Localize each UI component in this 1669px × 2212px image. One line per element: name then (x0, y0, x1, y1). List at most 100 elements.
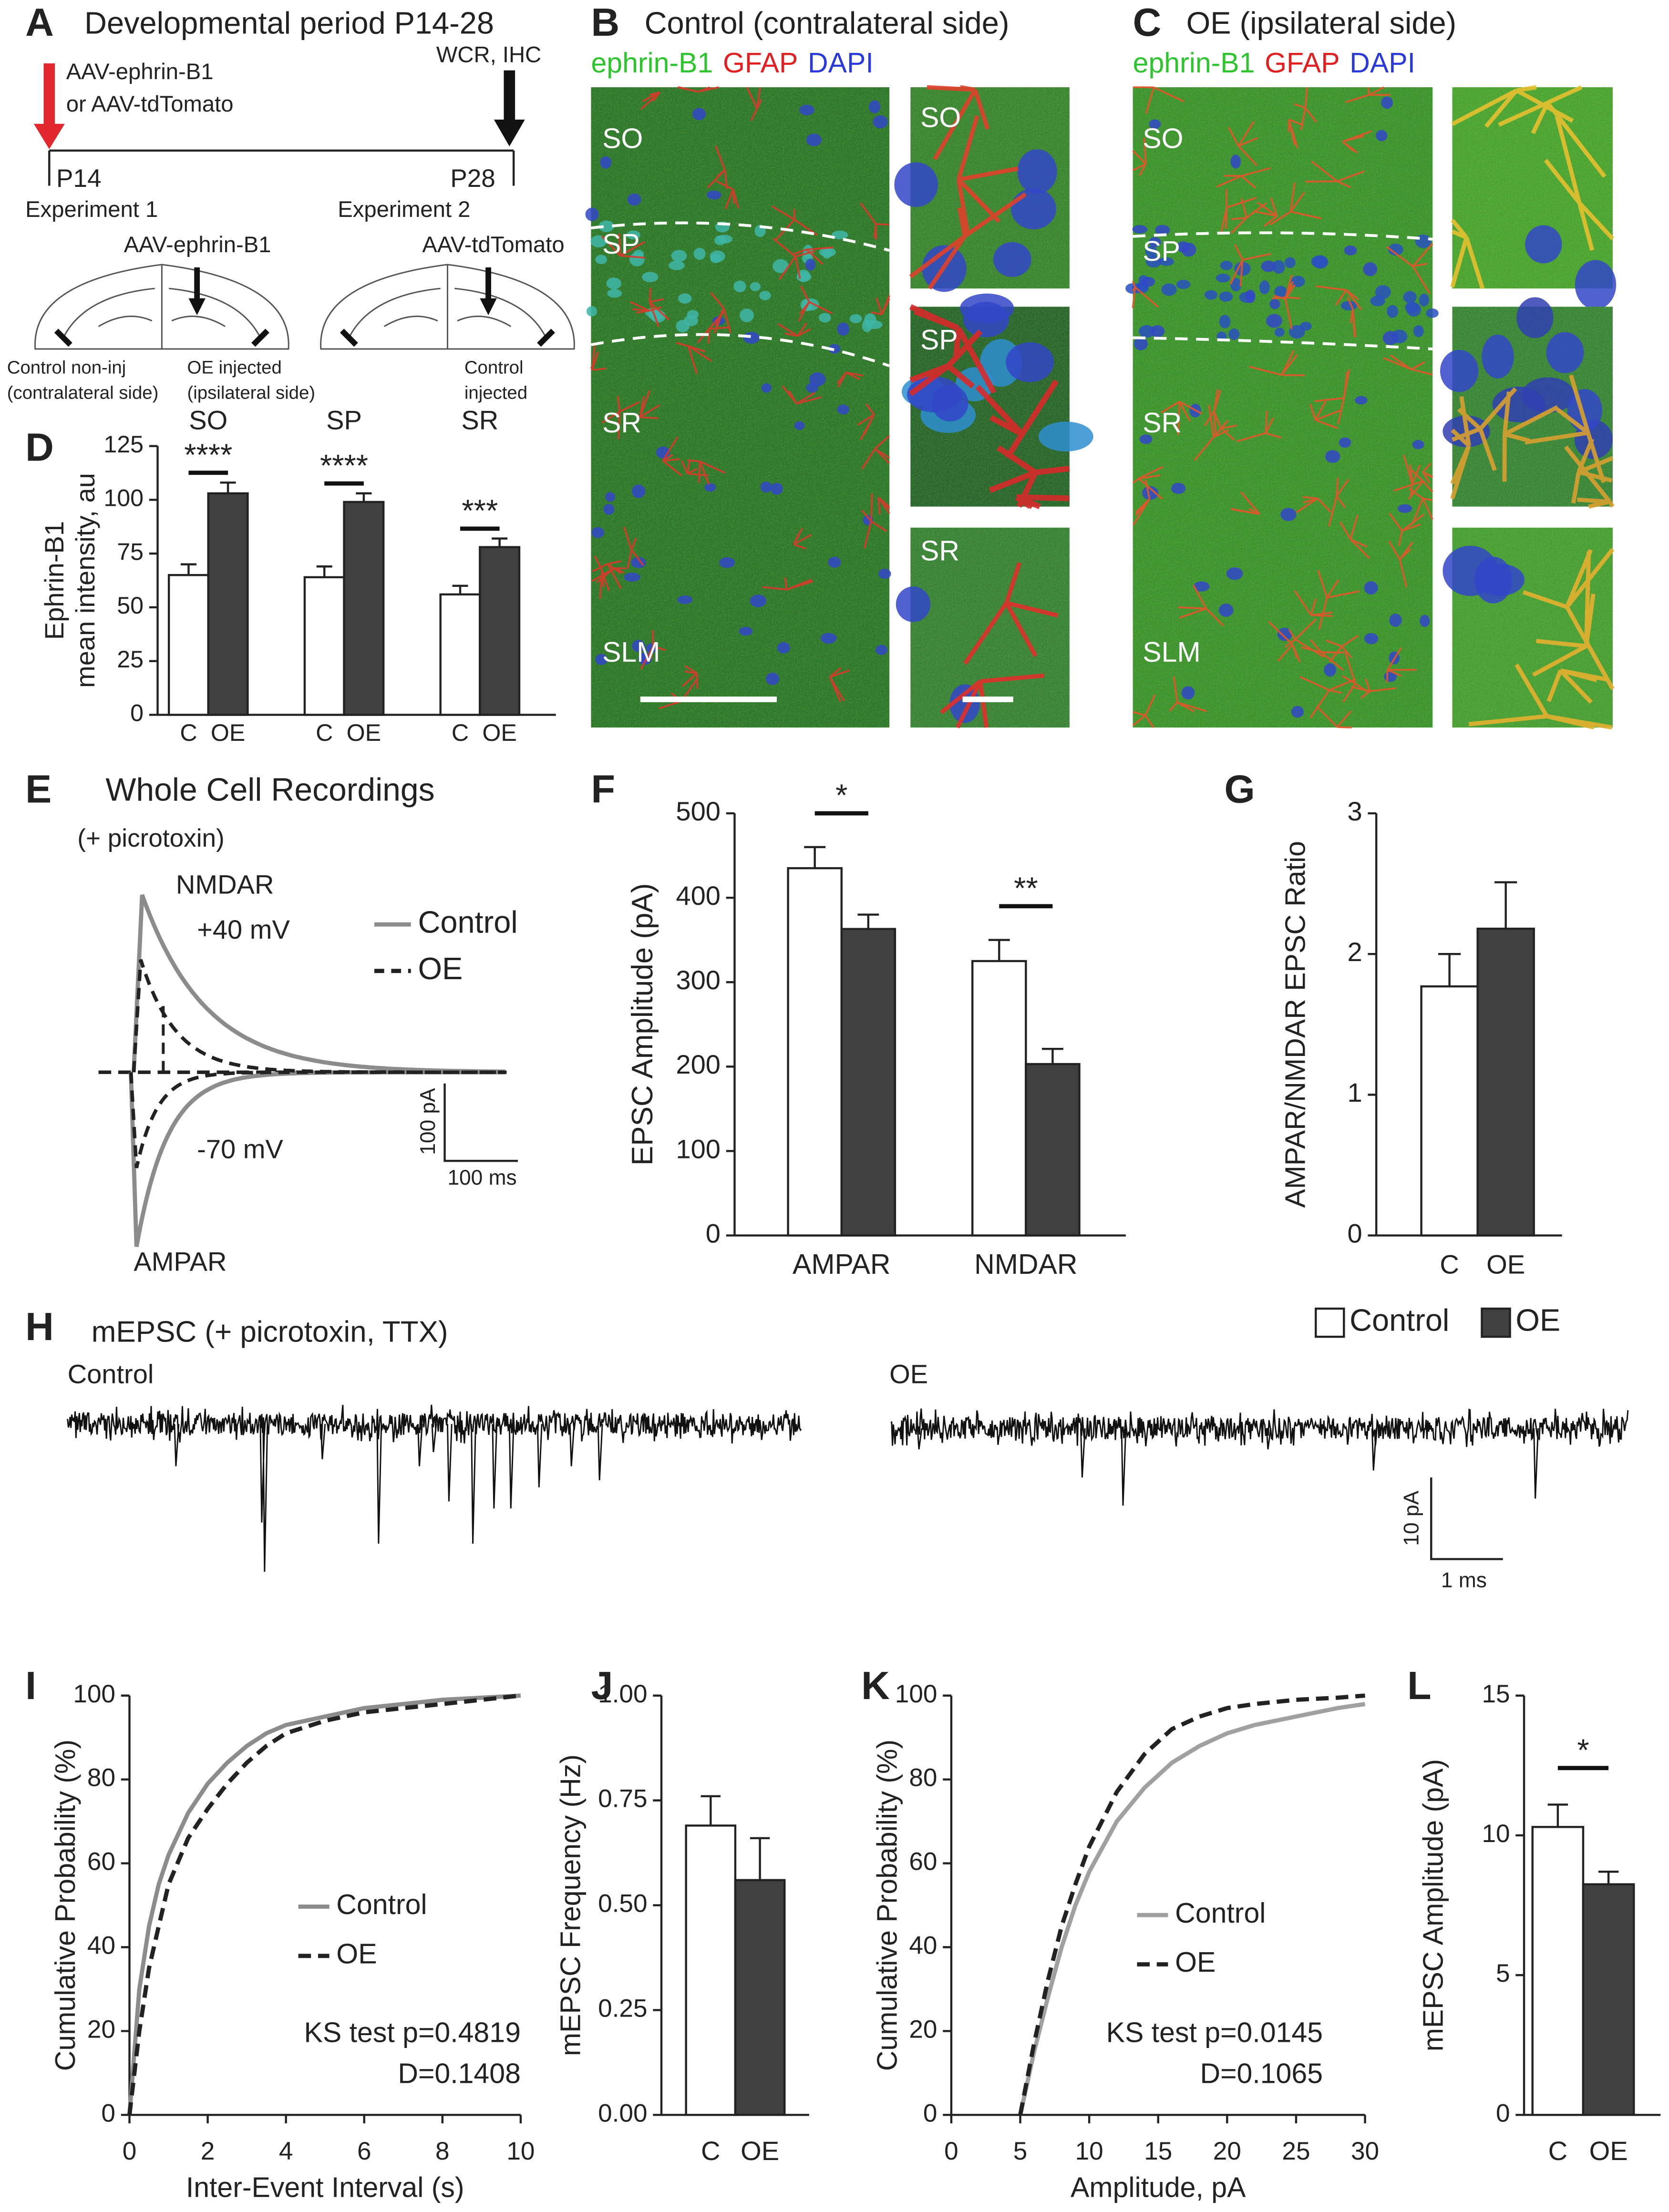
nucleus (607, 289, 622, 298)
x-axis-label: Amplitude, pA (1071, 2171, 1246, 2203)
category-label: SP (326, 405, 362, 435)
nucleus (862, 319, 872, 332)
x-tick-label: OE (741, 2136, 779, 2166)
y-axis-label: mEPSC Amplitude (pA) (1418, 1759, 1449, 2051)
y-tick-label: 40 (909, 1932, 937, 1960)
nucleus (1141, 276, 1155, 287)
nucleus (1176, 279, 1191, 289)
nucleus (1139, 434, 1153, 444)
nucleus (1426, 308, 1439, 318)
x-tick-label: C (701, 2136, 720, 2166)
y-tick-label: 60 (87, 1848, 115, 1876)
nucleus (1161, 283, 1177, 296)
error-bar (220, 481, 236, 493)
nucleus (671, 250, 687, 262)
label: (ipsilateral side) (187, 383, 315, 403)
inset-label: SP (920, 324, 958, 356)
x-tick-label: OE (347, 719, 381, 746)
astrocyte (908, 304, 1070, 510)
nucleus (1261, 260, 1276, 272)
nucleus (1312, 255, 1329, 269)
legend-label: OE (1515, 1303, 1560, 1338)
ventricle (54, 328, 555, 347)
panel-label: F (591, 767, 615, 811)
y-tick-label: 0 (923, 2099, 938, 2127)
nucleus (1149, 237, 1161, 247)
error-bar (180, 563, 196, 575)
micrographs (585, 85, 1617, 730)
y-tick-label: 20 (87, 2015, 115, 2043)
nucleus (1482, 334, 1514, 379)
series-line (1018, 1693, 1365, 2116)
panel-label: A (25, 0, 54, 44)
category-label: SO (189, 405, 227, 435)
panel-a: Developmental period P14-28 AAV-ephrin-B… (7, 5, 575, 403)
panel-c: OE (ipsilateral side) ephrin-B1 GFAP DAPI … (1133, 5, 1457, 668)
x-tick-label: OE (482, 719, 516, 746)
bar (734, 1879, 786, 2116)
nucleus (878, 568, 891, 579)
layer-boundary (1133, 231, 1433, 241)
legend-label: OE (336, 1938, 377, 1969)
label: AAV-tdTomato (422, 232, 564, 257)
nucleus (642, 272, 659, 282)
x-tick-label: 20 (1213, 2137, 1241, 2165)
nucleus (1474, 556, 1513, 604)
layer-boundary (1133, 336, 1433, 350)
nucleus (605, 492, 616, 502)
nucleus (805, 258, 816, 271)
error-bar (1547, 1803, 1568, 1827)
annotation: D=0.1065 (1200, 2058, 1323, 2089)
y-tick-label: 0 (130, 700, 144, 727)
nucleus (770, 482, 783, 495)
y-tick-label: 2 (1347, 937, 1362, 967)
scale-label: 10 pA (1400, 1491, 1423, 1546)
label: Experiment 1 (25, 197, 158, 222)
x-tick-label: C (452, 719, 469, 746)
panel-label: D (25, 425, 54, 469)
nucleus (1546, 332, 1584, 373)
astrocyte (940, 562, 1059, 728)
nucleus (586, 306, 598, 317)
nucleus (750, 594, 767, 607)
legend-swatch (1481, 1307, 1511, 1338)
nucleus (1230, 277, 1242, 292)
stain: GFAP (723, 47, 798, 78)
error-bar (356, 492, 372, 502)
panel-title: OE (ipsilateral side) (1186, 5, 1456, 40)
nucleus (1006, 342, 1054, 382)
nucleus (1364, 581, 1378, 595)
layer-label: SO (602, 123, 643, 154)
nucleus (1440, 349, 1479, 392)
bar (1531, 1826, 1585, 2116)
nucleus (1280, 508, 1297, 522)
nucleus (1145, 255, 1162, 268)
nucleus (828, 556, 841, 568)
scale-label: 1 ms (1441, 1568, 1487, 1592)
nucleus (717, 235, 732, 244)
layer-label: SO (1143, 123, 1183, 154)
nucleus (1219, 315, 1231, 328)
nucleus (1245, 289, 1256, 303)
nucleus (1274, 328, 1285, 337)
x-axis-label: Inter-Event Interval (s) (186, 2171, 464, 2203)
nucleus (1381, 96, 1393, 109)
nucleus (1415, 234, 1432, 248)
nucleus (1142, 486, 1159, 500)
nucleus (598, 220, 614, 233)
panel-title: Developmental period P14-28 (84, 5, 494, 40)
label: +40 mV (197, 914, 290, 944)
nucleus (1324, 663, 1337, 677)
astrocyte (590, 86, 890, 709)
x-tick-label: 5 (1013, 2137, 1028, 2165)
nucleus (585, 207, 599, 221)
label: P28 (450, 164, 495, 193)
nucleus (806, 133, 822, 146)
stain: DAPI (1350, 47, 1415, 78)
y-tick-label: 100 (895, 1680, 938, 1708)
nucleus (1364, 633, 1379, 645)
y-axis-label: AMPAR/NMDAR EPSC Ratio (1280, 841, 1311, 1208)
x-tick-label: C (316, 719, 333, 746)
x-tick-label: 0 (944, 2137, 958, 2165)
nucleus (1181, 686, 1195, 700)
